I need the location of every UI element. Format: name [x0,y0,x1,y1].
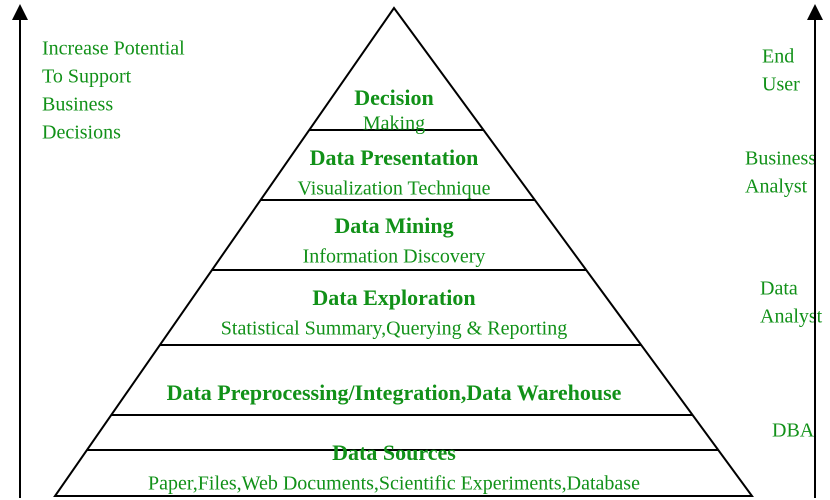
right-annotation-1-line-1: Analyst [745,176,808,198]
right-annotation-1-line-0: Business [745,148,816,170]
level-5-title: Data Sources [332,440,456,465]
level-2-title: Data Mining [334,213,453,238]
right-annotation-2-line-1: Analyst [760,306,823,328]
level-5-subtitle: Paper,Files,Web Documents,Scientific Exp… [148,473,640,495]
level-2-subtitle: Information Discovery [303,246,486,268]
level-4-title: Data Preprocessing/Integration,Data Ware… [167,380,622,405]
level-0-title: Decision [354,85,433,110]
right-annotation-0-line-0: End [762,46,794,68]
level-1-subtitle: Visualization Technique [297,178,490,200]
level-1-title: Data Presentation [310,145,479,170]
left-annotation-line-1: To Support [42,66,132,88]
right-arrow-head [807,4,823,20]
level-3-title: Data Exploration [312,285,475,310]
right-annotation-3-line-0: DBA [772,420,815,442]
left-annotation-line-2: Business [42,94,113,116]
right-annotation-2-line-0: Data [760,278,798,300]
level-0-subtitle: Making [363,113,425,135]
left-arrow-head [12,4,28,20]
left-annotation-line-3: Decisions [42,122,121,144]
right-annotation-0-line-1: User [762,74,800,96]
level-3-subtitle: Statistical Summary,Querying & Reporting [221,318,567,340]
left-annotation-line-0: Increase Potential [42,38,185,60]
